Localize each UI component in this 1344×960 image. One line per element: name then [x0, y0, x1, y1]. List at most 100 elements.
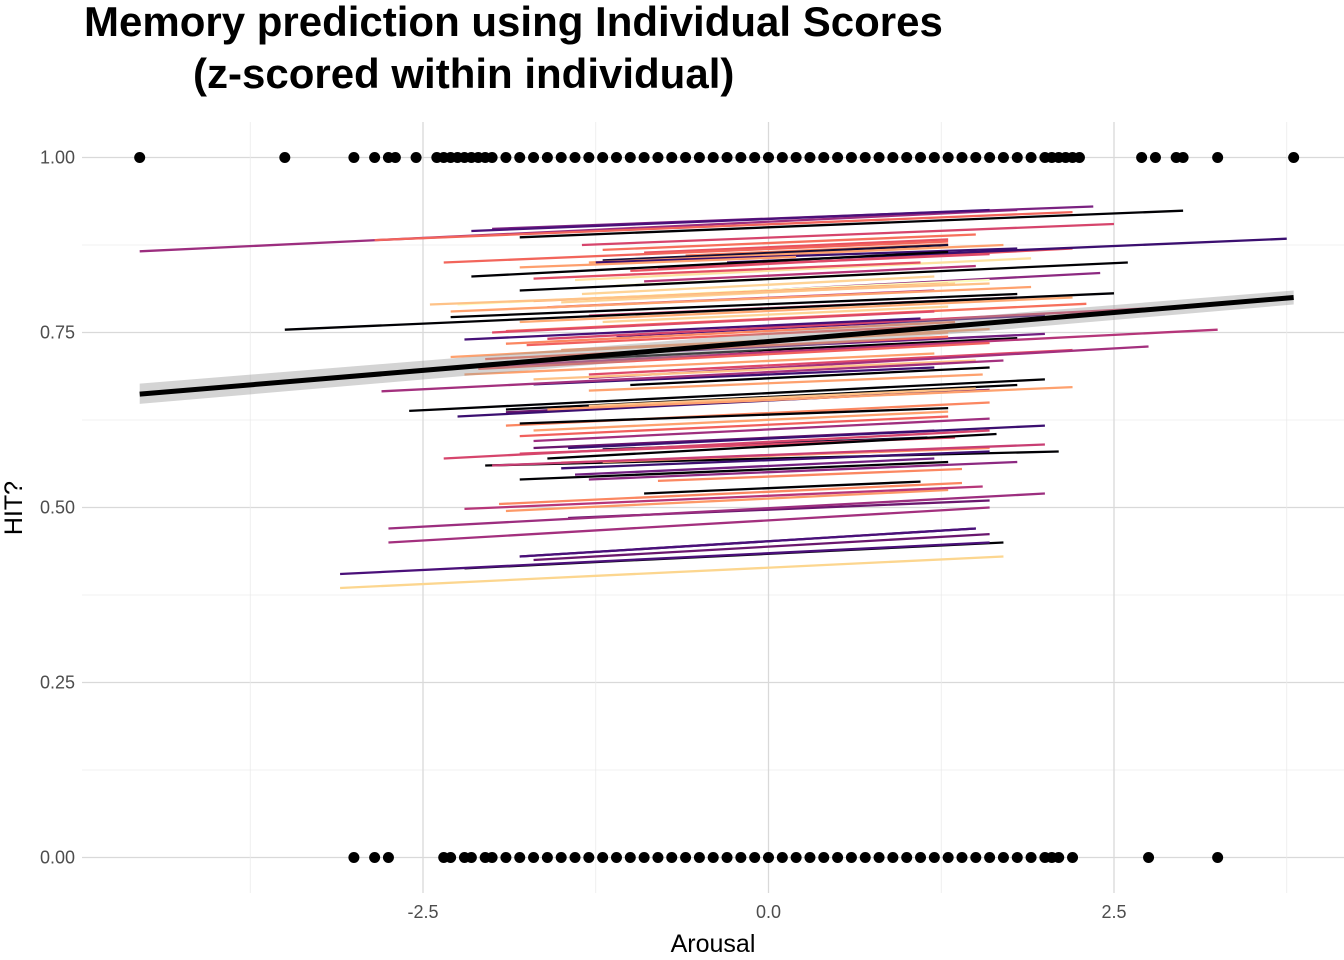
data-point-miss	[832, 852, 844, 863]
data-point-miss	[465, 852, 477, 863]
individual-fit-line	[450, 292, 1018, 319]
individual-fit-line	[533, 261, 921, 280]
data-point-hit	[942, 152, 954, 163]
data-point-hit	[652, 152, 664, 163]
individual-fit-line	[574, 457, 935, 476]
individual-fit-line	[340, 555, 1004, 590]
data-point-hit	[610, 152, 622, 163]
individual-fit-line	[588, 373, 983, 392]
data-point-hit	[693, 152, 705, 163]
data-point-miss	[382, 852, 394, 863]
individual-fit-line	[602, 305, 949, 324]
data-point-hit	[569, 152, 581, 163]
y-tick-label: 0.75	[40, 323, 75, 343]
individual-fit-line	[547, 385, 1073, 411]
data-point-miss	[610, 852, 622, 863]
data-point-miss	[942, 852, 954, 863]
data-point-hit	[956, 152, 968, 163]
data-point-miss	[583, 852, 595, 863]
individual-fit-line	[526, 324, 949, 347]
data-point-miss	[348, 852, 360, 863]
individual-fit-line	[519, 261, 1128, 292]
overall-fit	[139, 290, 1294, 404]
data-point-miss	[1067, 852, 1079, 863]
individual-fit-line	[139, 208, 1018, 253]
individual-fit-line	[657, 467, 963, 483]
data-point-miss	[597, 852, 609, 863]
individual-fit-line	[388, 492, 1045, 530]
chart-title-line-1: Memory prediction using Individual Score…	[84, 0, 943, 45]
individual-fit-line	[519, 415, 949, 438]
individual-fit-line	[657, 252, 990, 270]
data-point-miss	[707, 852, 719, 863]
individual-fit-line	[630, 366, 990, 387]
individual-fit-line	[595, 247, 1018, 264]
data-point-hit	[1177, 152, 1189, 163]
individual-fit-line	[602, 243, 949, 262]
individual-fit-line	[588, 348, 1073, 376]
data-point-miss	[624, 852, 636, 863]
data-point-hit	[624, 152, 636, 163]
data-point-miss	[859, 852, 871, 863]
points	[134, 152, 1300, 863]
data-point-hit	[1011, 152, 1023, 163]
data-point-hit	[721, 152, 733, 163]
data-point-miss	[1053, 852, 1065, 863]
individual-fit-line	[443, 240, 949, 264]
individual-fit-line	[388, 506, 990, 544]
individual-fit-line	[464, 317, 921, 341]
data-point-miss	[873, 852, 885, 863]
individual-fit-line	[492, 310, 935, 334]
individual-fit-line	[568, 424, 1045, 450]
data-point-hit	[680, 152, 692, 163]
y-axis-title: HIT?	[0, 481, 28, 535]
data-point-hit	[832, 152, 844, 163]
data-point-hit	[638, 152, 650, 163]
data-point-hit	[389, 152, 401, 163]
individual-fit-line	[443, 429, 990, 460]
x-axis-title: Arousal	[671, 930, 756, 958]
data-point-hit	[763, 152, 774, 163]
data-point-miss	[652, 852, 664, 863]
individual-fit-line	[340, 541, 990, 576]
data-point-miss	[928, 852, 940, 863]
individual-fit-line	[409, 378, 1045, 413]
data-point-hit	[134, 152, 146, 163]
data-point-hit	[597, 152, 609, 163]
data-point-miss	[486, 852, 498, 863]
data-point-hit	[666, 152, 678, 163]
data-point-hit	[528, 152, 540, 163]
data-point-hit	[410, 152, 422, 163]
data-point-hit	[915, 152, 927, 163]
y-tick-label: 0.00	[40, 848, 75, 868]
individual-fit-line	[519, 296, 1073, 324]
data-point-hit	[859, 152, 871, 163]
data-point-hit	[873, 152, 885, 163]
x-tick-label: -2.5	[407, 902, 438, 922]
data-point-hit	[555, 152, 567, 163]
data-point-miss	[915, 852, 927, 863]
data-point-miss	[445, 852, 457, 863]
data-point-hit	[583, 152, 595, 163]
individual-fit-line	[533, 359, 976, 381]
individual-fit-line	[519, 406, 949, 425]
individual-fit-line	[561, 450, 990, 470]
ticks: 0.00 0.25 0.50 0.75 1.00 -2.5 0.0 2.5	[40, 148, 1127, 923]
data-point-hit	[500, 152, 512, 163]
individual-fit-line	[574, 257, 1032, 282]
data-point-hit	[1136, 152, 1148, 163]
individual-fit-line	[588, 387, 976, 408]
individual-fit-line	[505, 488, 949, 513]
individual-lines	[139, 205, 1287, 590]
individual-fit-line	[588, 460, 1018, 481]
individual-fit-line	[498, 481, 963, 506]
data-point-miss	[845, 852, 857, 863]
data-point-hit	[928, 152, 940, 163]
data-point-hit	[369, 152, 381, 163]
individual-fit-line	[492, 443, 1045, 467]
individual-fit-line	[471, 208, 990, 233]
data-point-miss	[666, 852, 678, 863]
individual-fit-line	[533, 532, 990, 562]
data-point-hit	[1212, 152, 1224, 163]
